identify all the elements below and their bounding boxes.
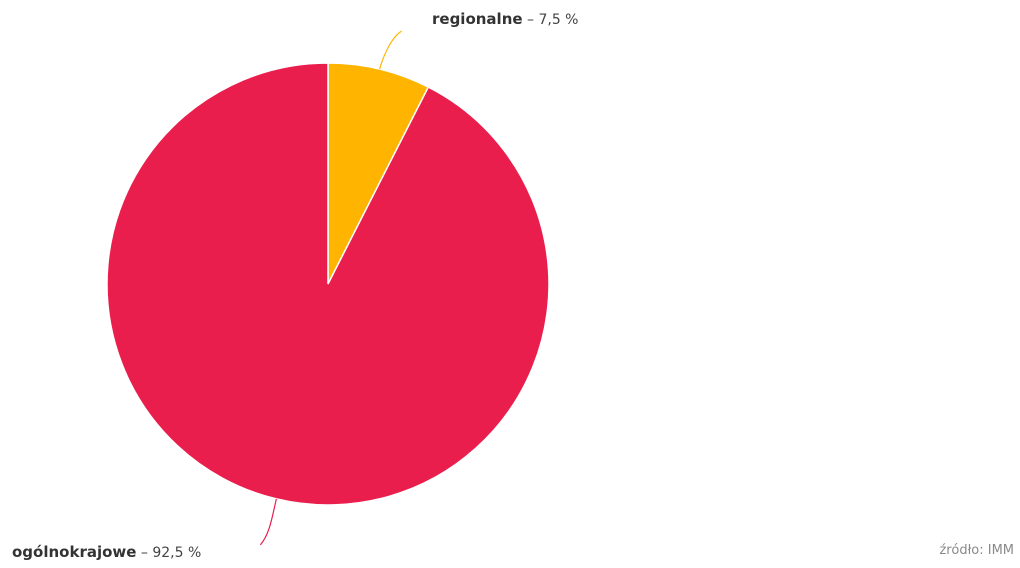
connector-ogólnokrajowe [259, 498, 277, 546]
pie-slice-regionalne [327, 62, 430, 285]
slice-label-regionalne: regionalne – 7,5 % [432, 10, 578, 28]
pie-slices [106, 62, 550, 506]
connector-regionalne [379, 30, 402, 70]
slice-labels: regionalne – 7,5 % ogólnokrajowe – 92,5 % [12, 10, 578, 561]
label-connectors [259, 30, 402, 546]
slice-label-ogólnokrajowe: ogólnokrajowe – 92,5 % [12, 543, 201, 561]
source-note: źródło: IMM [939, 543, 1014, 558]
pie-slice-ogólnokrajowe [106, 62, 550, 506]
